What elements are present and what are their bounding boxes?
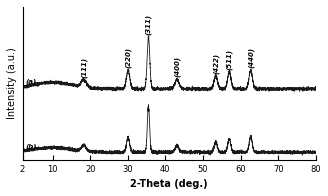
Text: (400): (400)	[174, 56, 180, 77]
Text: (b): (b)	[26, 143, 37, 150]
Text: (220): (220)	[125, 47, 132, 68]
Y-axis label: Intensity (a.u.): Intensity (a.u.)	[7, 47, 17, 119]
Text: (111): (111)	[81, 56, 87, 78]
Text: (311): (311)	[145, 13, 152, 34]
Text: (440): (440)	[247, 47, 254, 68]
X-axis label: 2-Theta (deg.): 2-Theta (deg.)	[130, 179, 208, 189]
Text: (422): (422)	[213, 53, 219, 74]
Text: (511): (511)	[226, 49, 233, 70]
Text: (a): (a)	[26, 78, 37, 85]
